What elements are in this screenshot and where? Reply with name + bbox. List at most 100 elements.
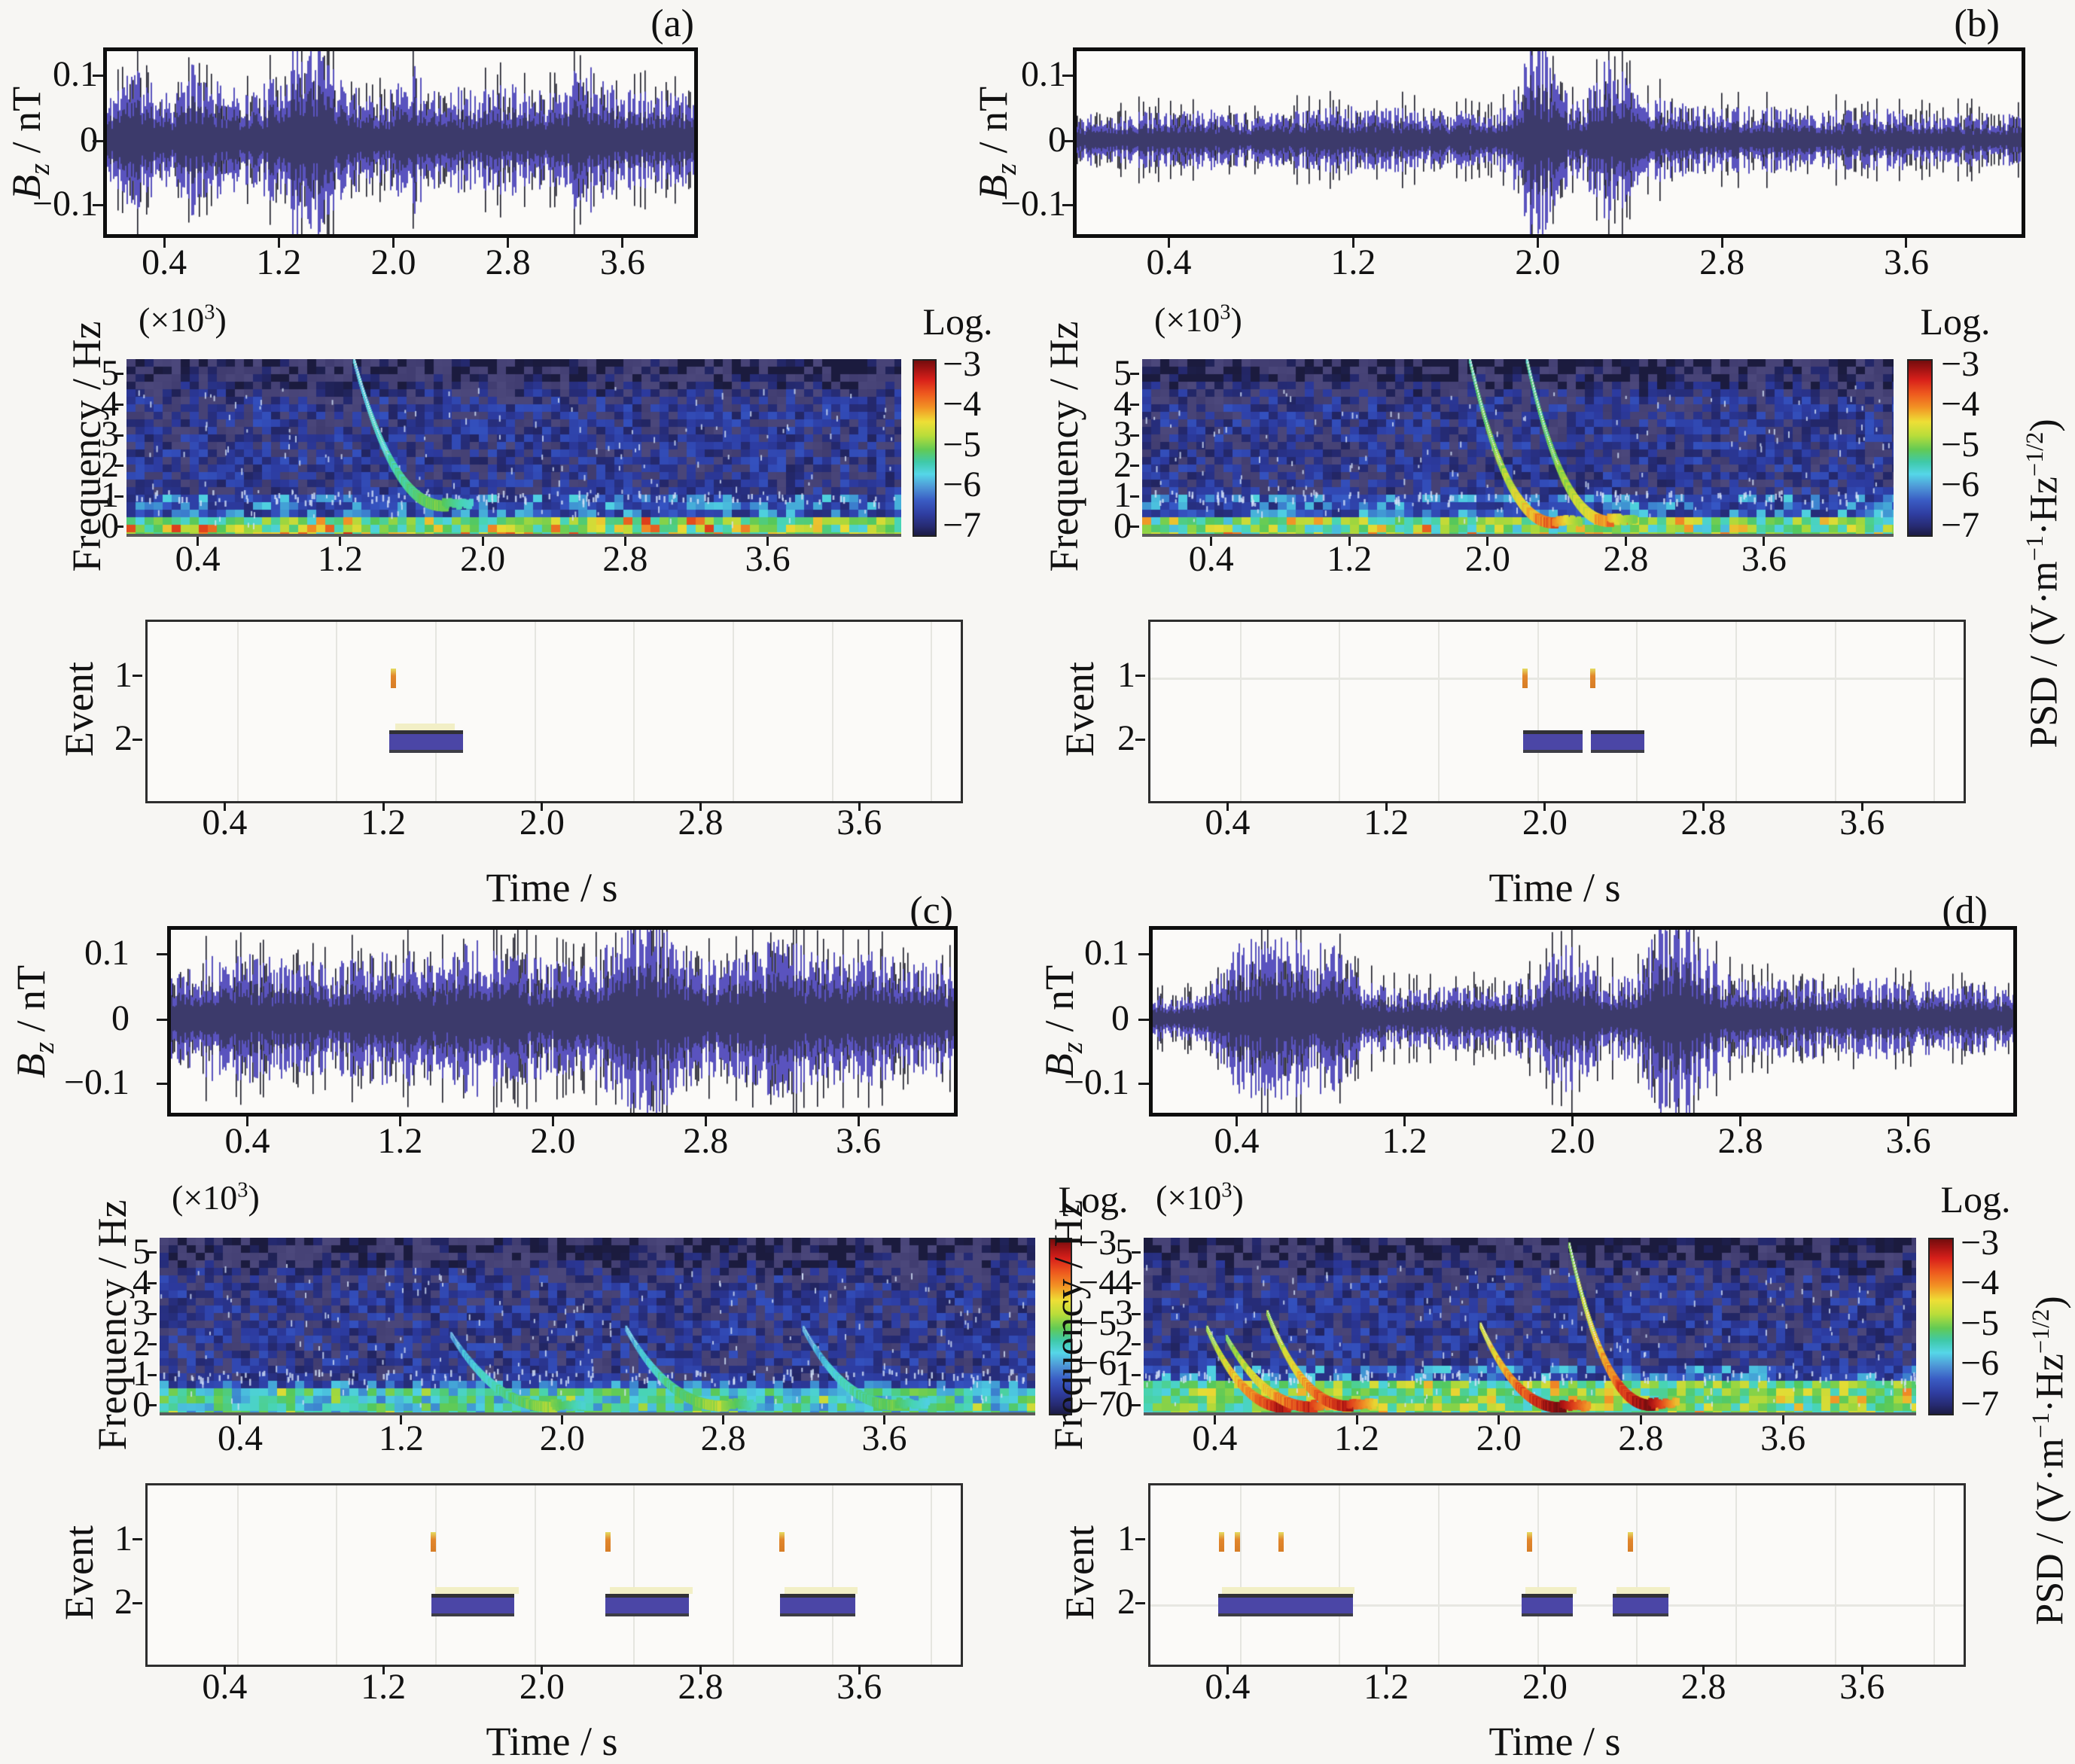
wave-x-tick-label: 2.8 xyxy=(1717,1121,1763,1161)
spec-x-tick-mark xyxy=(1486,537,1489,546)
spectrogram-canvas xyxy=(126,359,901,534)
spectrogram-plot xyxy=(160,1238,1035,1415)
event2-interval-bar xyxy=(1523,730,1583,754)
event-plot xyxy=(145,1483,963,1667)
colorbar-tick-label: −5 xyxy=(1961,1303,2000,1343)
event-x-tick-mark xyxy=(699,1665,702,1674)
event-gridline xyxy=(1339,622,1341,801)
wave-y-tick-label: 0.1 xyxy=(53,54,98,95)
spec-x-tick-mark xyxy=(623,537,626,546)
spec-x-tick-mark xyxy=(1213,1415,1216,1424)
spec-x-tick-label: 2.0 xyxy=(1464,539,1510,579)
event-x-tick-mark xyxy=(1702,802,1705,811)
event-gridline xyxy=(1636,1485,1638,1665)
spec-y-tick-mark xyxy=(1130,495,1139,498)
colorbar-tick-label: −6 xyxy=(1961,1343,2000,1383)
event-y-tick-label: 2 xyxy=(1117,1582,1135,1622)
colorbar xyxy=(913,359,937,537)
event2-reference-strip xyxy=(395,724,456,731)
wave-y-tick-label: −0.1 xyxy=(63,1062,129,1103)
spec-y-tick-mark xyxy=(114,526,123,529)
colorbar-tick-label: −4 xyxy=(943,384,982,424)
event-gridline xyxy=(1933,1485,1936,1665)
spectrogram-canvas xyxy=(160,1238,1035,1412)
wave-x-tick-label: 2.8 xyxy=(1699,242,1745,282)
colorbar-tick-label: −4 xyxy=(1078,1263,1117,1302)
spec-x-tick-label: 0.4 xyxy=(175,539,221,579)
spec-x-tick-label: 2.8 xyxy=(602,539,648,579)
spec-x-tick-label: 0.4 xyxy=(217,1418,263,1458)
event-y-tick-label: 2 xyxy=(114,718,133,759)
colorbar-title: Log. xyxy=(922,300,993,343)
event-gridline xyxy=(236,1485,239,1665)
spec-y-tick-mark xyxy=(1132,1312,1141,1315)
event-gridline xyxy=(534,622,536,801)
event-y-tick-mark xyxy=(133,675,142,678)
spec-y-tick-mark xyxy=(114,495,123,498)
spec-y-tick-mark xyxy=(1130,373,1139,376)
panel-letter: (b) xyxy=(1954,2,2000,45)
spec-y-tick-label: 4 xyxy=(1115,1262,1133,1302)
wave-x-tick-mark xyxy=(1739,1117,1742,1126)
colorbar-tick-label: −3 xyxy=(943,344,982,384)
event2-interval-bar xyxy=(1217,1594,1353,1617)
spec-x-tick-mark xyxy=(1355,1415,1358,1424)
wave-x-tick-label: 1.2 xyxy=(377,1121,423,1161)
wave-y-tick-mark xyxy=(1062,203,1073,206)
wave-x-tick-label: 2.0 xyxy=(1549,1121,1595,1161)
wave-x-tick-label: 2.0 xyxy=(1515,242,1561,282)
event-y-axis-title: Event xyxy=(56,1525,102,1620)
spec-y-tick-mark xyxy=(148,1373,157,1376)
event-x-tick-mark xyxy=(541,1665,544,1674)
event-gridline xyxy=(1834,622,1836,801)
x-axis-title: Time / s xyxy=(1488,1719,1621,1764)
event2-reference-strip xyxy=(434,1587,519,1595)
event-x-tick-mark xyxy=(382,802,385,811)
spec-x-tick-label: 2.0 xyxy=(460,539,506,579)
wave-y-tick-mark xyxy=(1138,952,1149,955)
spec-y-tick-label: 0 xyxy=(101,505,119,546)
event-y-tick-label: 1 xyxy=(1117,654,1135,695)
event-gridline xyxy=(931,1485,933,1665)
wave-x-tick-label: 0.4 xyxy=(142,242,187,282)
colorbar xyxy=(1928,1238,1954,1415)
colorbar-tick-label: −6 xyxy=(943,465,982,504)
spectrogram-plot xyxy=(126,359,901,537)
colorbar-tick-label: −5 xyxy=(943,425,982,465)
wave-x-tick-mark xyxy=(398,1117,401,1126)
colorbar-tick-label: −3 xyxy=(1941,344,1980,384)
spectrogram-plot xyxy=(1142,359,1894,537)
spec-x-tick-label: 3.6 xyxy=(861,1418,907,1458)
spectrogram-canvas xyxy=(1144,1238,1916,1412)
panel-letter: (c) xyxy=(910,889,953,932)
spec-x-tick-label: 3.6 xyxy=(1741,539,1787,579)
spectrogram-canvas xyxy=(1142,359,1894,534)
wave-x-tick-mark xyxy=(1907,1117,1910,1126)
event1-time-tick xyxy=(1278,1531,1284,1552)
wave-x-tick-label: 0.4 xyxy=(1214,1121,1260,1161)
frequency-scale-note: (×103) xyxy=(172,1178,260,1217)
spec-y-tick-label: 0 xyxy=(1115,1384,1133,1424)
x-axis-title: Time / s xyxy=(486,1719,618,1764)
waveform-plot xyxy=(103,47,698,238)
wave-y-tick-mark xyxy=(93,203,103,206)
event-x-tick-mark xyxy=(1385,802,1388,811)
spec-y-tick-mark xyxy=(114,404,123,406)
event-gridline xyxy=(336,622,338,801)
event-gridline xyxy=(534,1485,536,1665)
event-y-tick-mark xyxy=(1135,738,1145,741)
wave-x-tick-mark xyxy=(1236,1117,1238,1126)
frequency-scale-note: (×103) xyxy=(1154,300,1242,339)
spec-x-tick-mark xyxy=(1210,537,1213,546)
event-x-tick-mark xyxy=(858,802,861,811)
event-x-tick-mark xyxy=(223,1665,226,1674)
event-gridline xyxy=(1339,1485,1341,1665)
colorbar-tick-label: −7 xyxy=(1941,505,1980,545)
event-gridline xyxy=(831,1485,833,1665)
waveform-plot xyxy=(167,926,958,1117)
wave-x-tick-label: 0.4 xyxy=(1146,242,1192,282)
spec-x-tick-mark xyxy=(1763,537,1766,546)
event-y-tick-mark xyxy=(133,1601,142,1604)
wave-y-tick-label: 0.1 xyxy=(1084,933,1129,973)
event-x-tick-mark xyxy=(1226,802,1229,811)
